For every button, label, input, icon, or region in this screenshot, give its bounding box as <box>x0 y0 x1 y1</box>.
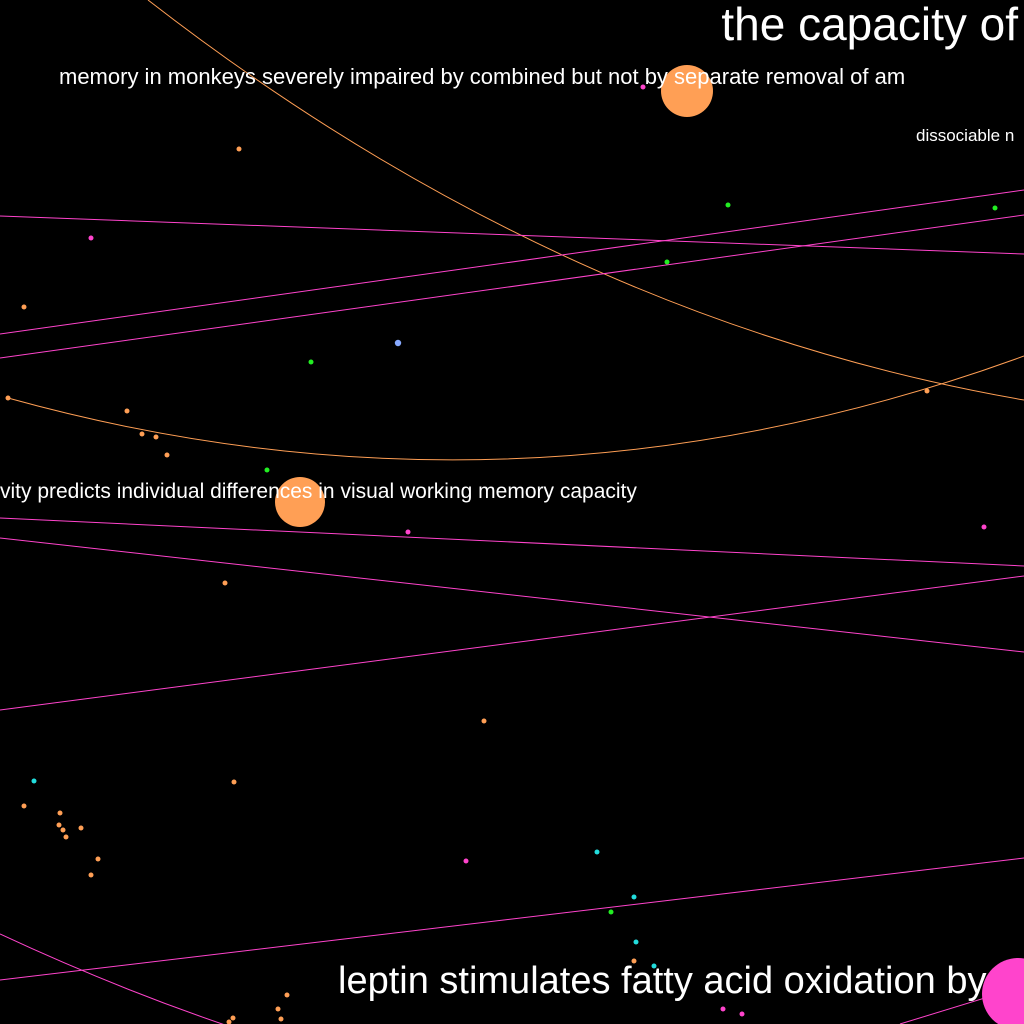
edge-0 <box>147 0 1024 401</box>
node-46 <box>226 1019 232 1024</box>
bottom-label: leptin stimulates fatty acid oxidation b… <box>338 960 986 1002</box>
node-45 <box>278 1016 284 1022</box>
node-9 <box>21 304 27 310</box>
node-44 <box>230 1015 236 1021</box>
node-24 <box>231 779 237 785</box>
edge-8 <box>0 857 1024 981</box>
node-25 <box>21 803 27 809</box>
node-28 <box>60 827 66 833</box>
node-20 <box>981 524 987 530</box>
node-10 <box>394 339 402 347</box>
node-11 <box>308 359 314 365</box>
middle-label: vity predicts individual differences in … <box>0 480 637 503</box>
edge-4 <box>0 214 1024 359</box>
node-7 <box>88 235 94 241</box>
node-19 <box>405 529 411 535</box>
node-37 <box>633 939 639 945</box>
node-6 <box>992 205 998 211</box>
node-43 <box>739 1011 745 1017</box>
node-0 <box>661 65 713 117</box>
node-15 <box>139 431 145 437</box>
node-23 <box>31 778 37 784</box>
node-41 <box>275 1006 281 1012</box>
node-13 <box>5 395 11 401</box>
node-35 <box>631 894 637 900</box>
node-29 <box>78 825 84 831</box>
node-22 <box>481 718 487 724</box>
node-42 <box>720 1006 726 1012</box>
edge-9 <box>0 933 224 1024</box>
node-26 <box>57 810 63 816</box>
title-label: the capacity of <box>721 0 1018 50</box>
node-2 <box>982 958 1024 1024</box>
subtitle-label: memory in monkeys severely impaired by c… <box>59 64 905 89</box>
node-21 <box>222 580 228 586</box>
node-36 <box>608 909 614 915</box>
nodes-group <box>5 65 1024 1024</box>
node-31 <box>95 856 101 862</box>
node-39 <box>651 963 657 969</box>
small-label: dissociable n <box>916 126 1014 145</box>
node-5 <box>725 202 731 208</box>
node-17 <box>164 452 170 458</box>
edge-3 <box>0 189 1024 335</box>
node-30 <box>63 834 69 840</box>
node-32 <box>88 872 94 878</box>
edge-2 <box>0 215 1024 255</box>
node-12 <box>924 388 930 394</box>
node-16 <box>153 434 159 440</box>
node-38 <box>631 958 637 964</box>
node-1 <box>275 477 325 527</box>
node-40 <box>284 992 290 998</box>
edge-7 <box>0 575 1024 711</box>
edge-6 <box>0 537 1024 653</box>
node-34 <box>463 858 469 864</box>
node-27 <box>56 822 62 828</box>
node-14 <box>124 408 130 414</box>
edge-1 <box>7 355 1024 461</box>
node-33 <box>594 849 600 855</box>
node-18 <box>264 467 270 473</box>
node-3 <box>640 84 646 90</box>
node-4 <box>236 146 242 152</box>
edge-5 <box>0 517 1024 567</box>
node-8 <box>664 259 670 265</box>
